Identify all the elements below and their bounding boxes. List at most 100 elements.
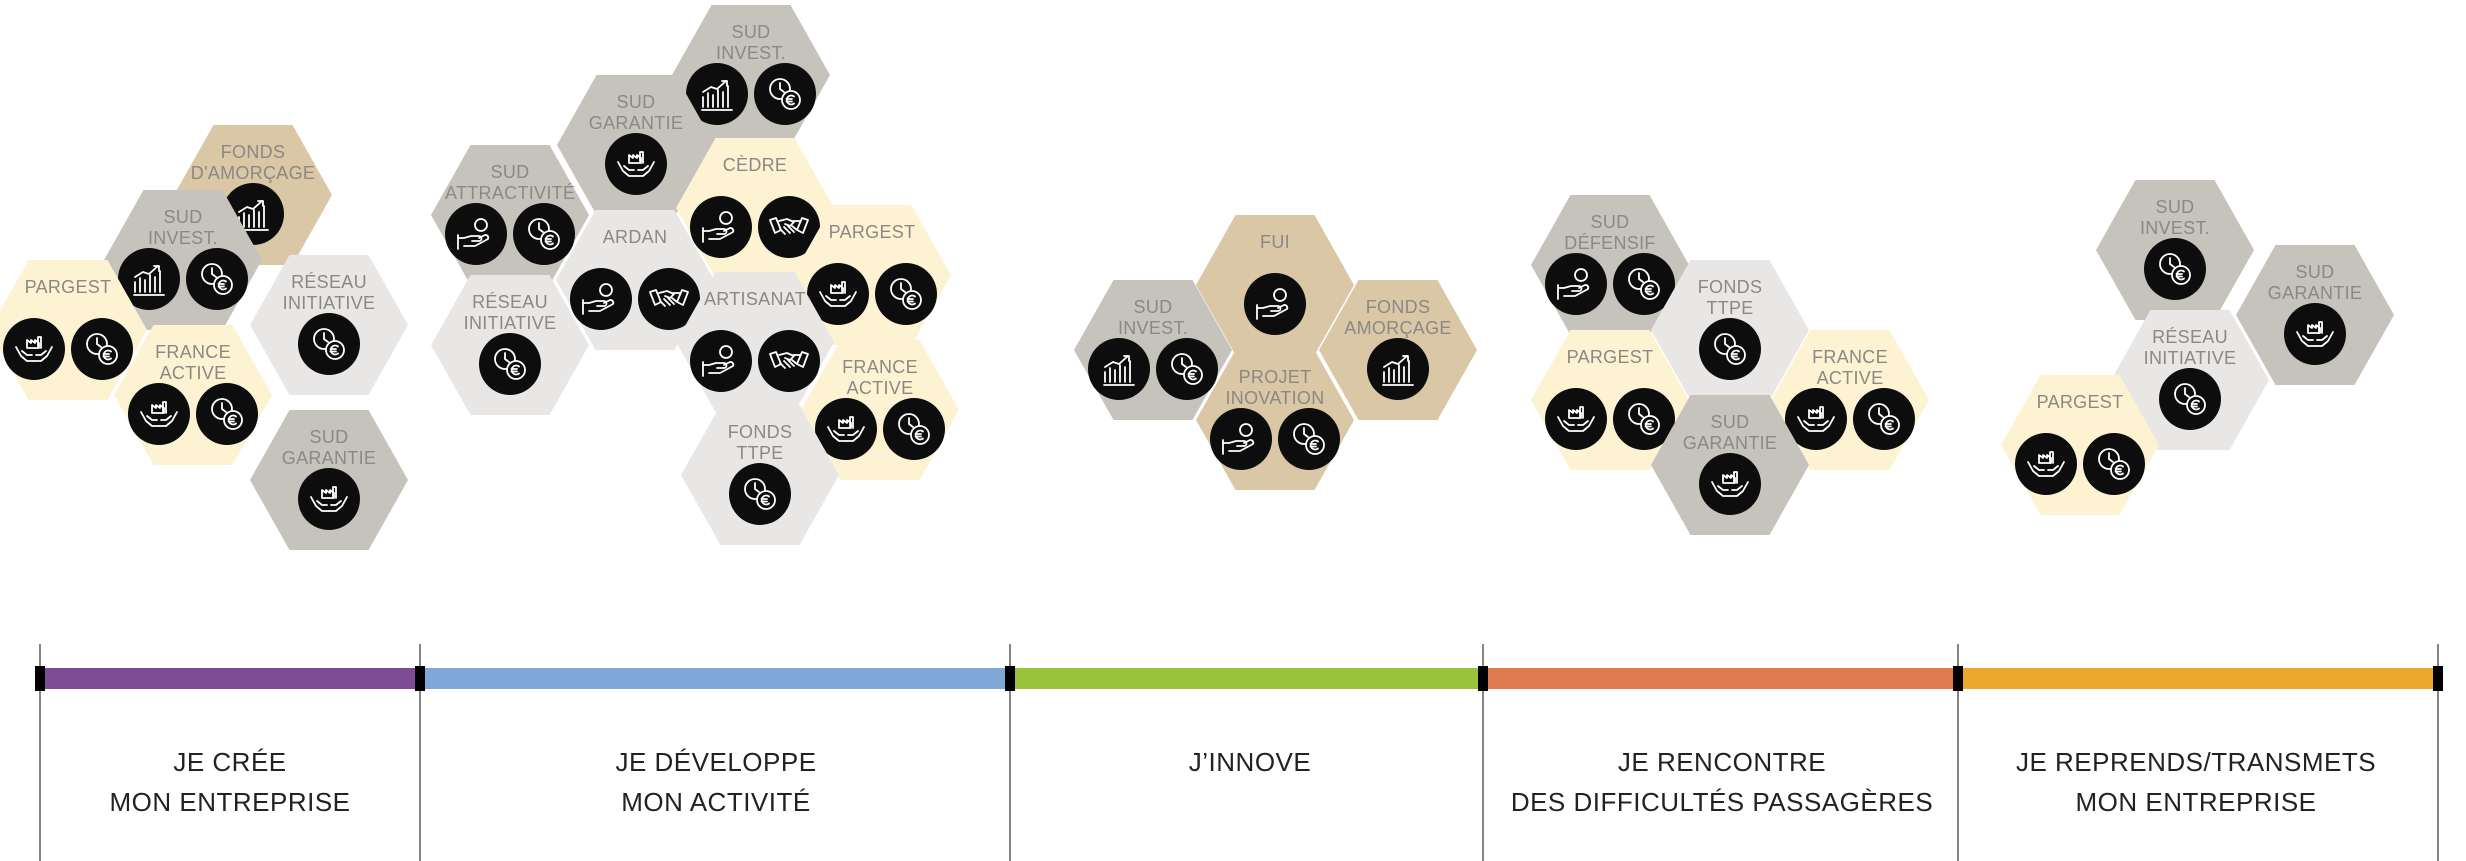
hand-coin-icon	[1244, 273, 1306, 335]
timeline-segment-2	[420, 668, 1010, 689]
hex-sud-invest: SUD INVEST.	[2096, 180, 2254, 320]
phase-label-3: J’INNOVE	[1188, 747, 1312, 777]
hex-sud-invest: SUD INVEST.	[1074, 280, 1232, 420]
hex-label: FRANCE ACTIVE	[1812, 347, 1888, 388]
hands-factory-icon	[1545, 388, 1607, 450]
hands-factory-icon	[2284, 303, 2346, 365]
hex-label: RÉSEAU INITIATIVE	[2143, 327, 2237, 368]
hex-icons	[0, 318, 147, 380]
hex-icons	[2111, 368, 2269, 430]
hands-factory-icon	[128, 383, 190, 445]
clock-euro-icon	[1156, 338, 1218, 400]
hex-label: SUD INVEST.	[1117, 297, 1189, 338]
hex-france-active: FRANCE ACTIVE	[114, 325, 272, 465]
hex-label: SUD ATTRACTIVITÉ	[445, 162, 576, 203]
hex-label: FRANCE ACTIVE	[155, 342, 231, 383]
hex-icons	[431, 203, 589, 265]
hands-factory-icon	[298, 468, 360, 530]
clock-euro-icon	[1613, 388, 1675, 450]
clock-euro-icon	[479, 333, 541, 395]
hex-label: PARGEST	[2036, 392, 2124, 412]
timeline-marker	[1478, 666, 1488, 691]
hex-fonds-ttpe: FONDS TTPE	[1651, 260, 1809, 400]
hex-label: SUD INVEST.	[715, 22, 787, 63]
hex-label: ARDAN	[602, 227, 668, 247]
hex-fonds-ttpe: FONDS TTPE	[681, 405, 839, 545]
hex-label: FONDS AMORÇAGE	[1344, 297, 1452, 338]
clock-euro-icon	[298, 313, 360, 375]
hex-label: FONDS TTPE	[1697, 277, 1763, 318]
hands-factory-icon	[815, 398, 877, 460]
phase-label-4: JE RENCONTRE DES DIFFICULTÉS PASSAGÈRES	[1510, 747, 1934, 817]
hex-artisanat: ARTISANAT	[676, 272, 834, 412]
hex-sud-attractivite: SUD ATTRACTIVITÉ	[431, 145, 589, 285]
hex-pargest: PARGEST	[0, 260, 147, 400]
clock-euro-icon	[2159, 368, 2221, 430]
hex-label: PARGEST	[828, 222, 916, 242]
phase-label-1: JE CRÉE MON ENTREPRISE	[109, 747, 351, 817]
hex-label: SUD GARANTIE	[2267, 262, 2363, 303]
hex-icons	[114, 383, 272, 445]
hex-icons	[250, 468, 408, 530]
clock-euro-icon	[875, 263, 937, 325]
growth-chart-icon	[1088, 338, 1150, 400]
hex-icons	[1196, 408, 1354, 470]
clock-euro-icon	[2083, 433, 2145, 495]
phase-label-5: JE REPRENDS/TRANSMETS MON ENTREPRISE	[2015, 747, 2377, 817]
clock-euro-icon	[71, 318, 133, 380]
clock-euro-icon	[196, 383, 258, 445]
hex-icons	[672, 63, 830, 125]
hex-icons	[676, 196, 834, 258]
clock-euro-icon	[729, 463, 791, 525]
hex-reseau-initiative: RÉSEAU INITIATIVE	[431, 275, 589, 415]
hex-icons	[1531, 253, 1689, 315]
hand-coin-icon	[1545, 253, 1607, 315]
hex-icons	[2236, 303, 2394, 365]
hex-label: FUI	[1260, 232, 1290, 252]
timeline-marker	[35, 666, 45, 691]
clock-euro-icon	[1278, 408, 1340, 470]
hand-coin-icon	[570, 268, 632, 330]
hex-icons	[1651, 318, 1809, 380]
hex-label: SUD INVEST.	[147, 207, 219, 248]
hex-label: SUD DÉFENSIF	[1564, 212, 1656, 253]
clock-euro-icon	[513, 203, 575, 265]
hex-icons	[676, 330, 834, 392]
hex-icons	[431, 333, 589, 395]
hex-label: SUD GARANTIE	[588, 92, 684, 133]
timeline-marker	[1005, 666, 1015, 691]
clock-euro-icon	[1853, 388, 1915, 450]
clock-euro-icon	[2144, 238, 2206, 300]
hex-icons	[1074, 338, 1232, 400]
hands-factory-icon	[1699, 453, 1761, 515]
hex-pargest: PARGEST	[2001, 375, 2159, 515]
clock-euro-icon	[186, 248, 248, 310]
hex-reseau-initiative: RÉSEAU INITIATIVE	[250, 255, 408, 395]
hex-label: RÉSEAU INITIATIVE	[463, 292, 557, 333]
hex-sud-garantie: SUD GARANTIE	[250, 410, 408, 550]
hex-label: FRANCE ACTIVE	[842, 357, 918, 398]
hands-factory-icon	[605, 133, 667, 195]
hex-sud-garantie: SUD GARANTIE	[557, 75, 715, 215]
hex-label: RÉSEAU INITIATIVE	[282, 272, 376, 313]
hex-label: SUD GARANTIE	[281, 427, 377, 468]
hex-label: FONDS TTPE	[727, 422, 793, 463]
timeline-marker	[415, 666, 425, 691]
hex-label: PARGEST	[24, 277, 112, 297]
hand-coin-icon	[690, 330, 752, 392]
hex-sud-defensif: SUD DÉFENSIF	[1531, 195, 1689, 335]
growth-chart-icon	[1367, 338, 1429, 400]
hex-icons	[557, 133, 715, 195]
hex-label: CÈDRE	[722, 155, 788, 175]
phase-label-2: JE DÉVELOPPE MON ACTIVITÉ	[615, 747, 817, 817]
hand-coin-icon	[1210, 408, 1272, 470]
hex-label: FONDS D'AMORÇAGE	[190, 142, 316, 183]
hex-label: PROJET INOVATION	[1225, 367, 1325, 408]
hand-coin-icon	[445, 203, 507, 265]
clock-euro-icon	[1699, 318, 1761, 380]
hex-label: ARTISANAT	[703, 289, 807, 309]
hex-label: PARGEST	[1566, 347, 1654, 367]
hex-fonds-amorcage: FONDS AMORÇAGE	[1319, 280, 1477, 420]
